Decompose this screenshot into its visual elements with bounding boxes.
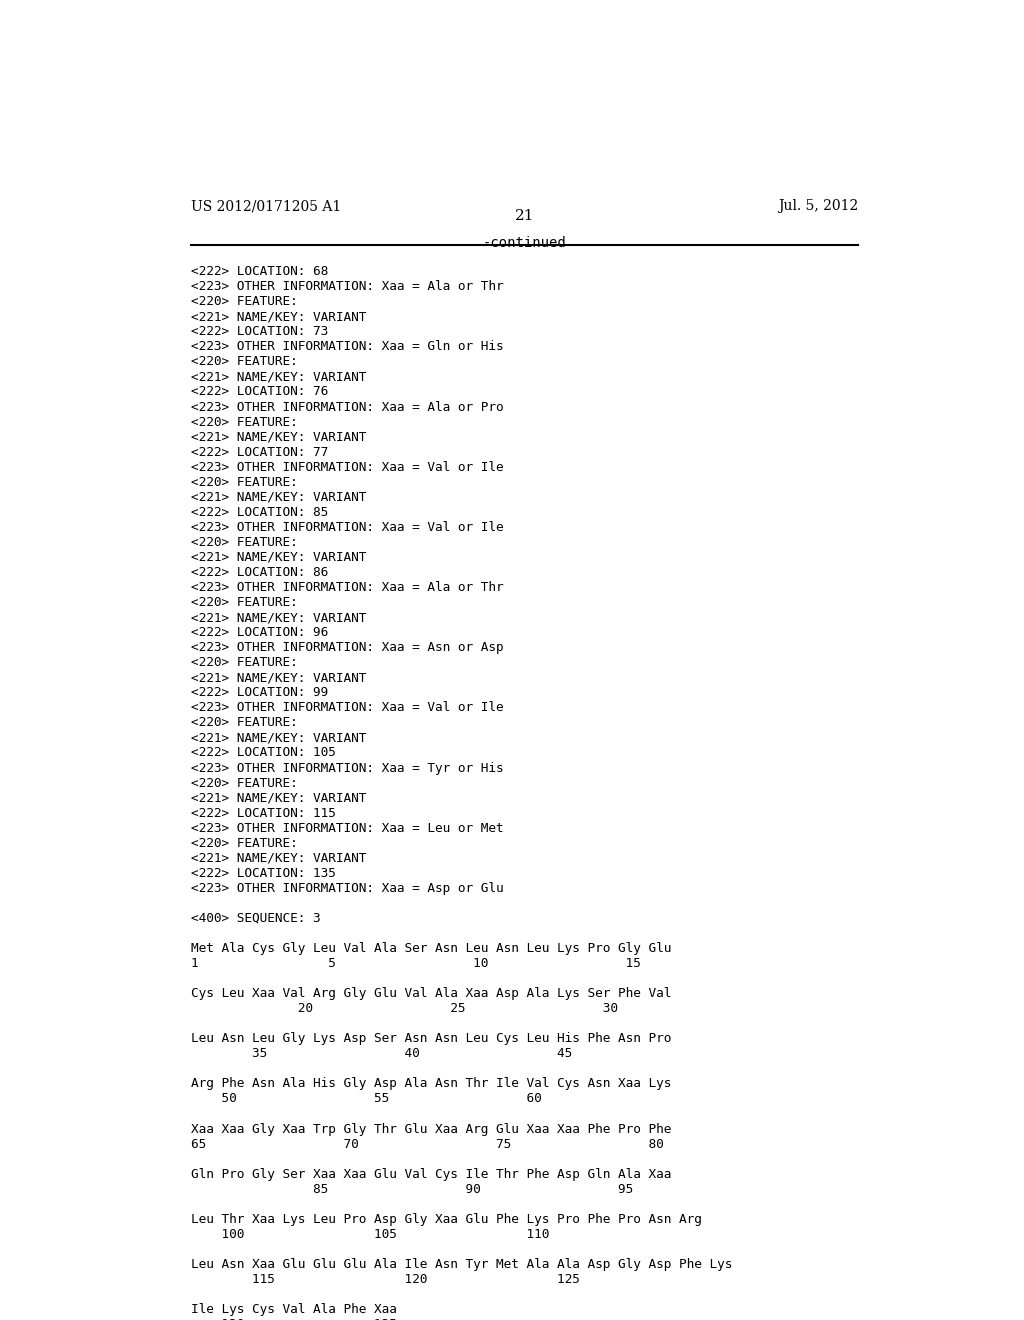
Text: <223> OTHER INFORMATION: Xaa = Val or Ile: <223> OTHER INFORMATION: Xaa = Val or Il… [191, 521, 504, 533]
Text: <221> NAME/KEY: VARIANT: <221> NAME/KEY: VARIANT [191, 430, 367, 444]
Text: Leu Asn Leu Gly Lys Asp Ser Asn Asn Leu Cys Leu His Phe Asn Pro: Leu Asn Leu Gly Lys Asp Ser Asn Asn Leu … [191, 1032, 672, 1045]
Text: <223> OTHER INFORMATION: Xaa = Asp or Glu: <223> OTHER INFORMATION: Xaa = Asp or Gl… [191, 882, 504, 895]
Text: <221> NAME/KEY: VARIANT: <221> NAME/KEY: VARIANT [191, 491, 367, 504]
Text: <223> OTHER INFORMATION: Xaa = Ala or Pro: <223> OTHER INFORMATION: Xaa = Ala or Pr… [191, 400, 504, 413]
Text: <222> LOCATION: 105: <222> LOCATION: 105 [191, 747, 336, 759]
Text: <220> FEATURE:: <220> FEATURE: [191, 717, 298, 730]
Text: <223> OTHER INFORMATION: Xaa = Asn or Asp: <223> OTHER INFORMATION: Xaa = Asn or As… [191, 642, 504, 655]
Text: Gln Pro Gly Ser Xaa Xaa Glu Val Cys Ile Thr Phe Asp Gln Ala Xaa: Gln Pro Gly Ser Xaa Xaa Glu Val Cys Ile … [191, 1168, 672, 1180]
Text: <221> NAME/KEY: VARIANT: <221> NAME/KEY: VARIANT [191, 792, 367, 805]
Text: <223> OTHER INFORMATION: Xaa = Val or Ile: <223> OTHER INFORMATION: Xaa = Val or Il… [191, 701, 504, 714]
Text: 20                  25                  30: 20 25 30 [191, 1002, 618, 1015]
Text: US 2012/0171205 A1: US 2012/0171205 A1 [191, 199, 342, 213]
Text: <221> NAME/KEY: VARIANT: <221> NAME/KEY: VARIANT [191, 731, 367, 744]
Text: <223> OTHER INFORMATION: Xaa = Tyr or His: <223> OTHER INFORMATION: Xaa = Tyr or Hi… [191, 762, 504, 775]
Text: <220> FEATURE:: <220> FEATURE: [191, 355, 298, 368]
Text: <220> FEATURE:: <220> FEATURE: [191, 475, 298, 488]
Text: 115                 120                 125: 115 120 125 [191, 1272, 581, 1286]
Text: Cys Leu Xaa Val Arg Gly Glu Val Ala Xaa Asp Ala Lys Ser Phe Val: Cys Leu Xaa Val Arg Gly Glu Val Ala Xaa … [191, 987, 672, 1001]
Text: <220> FEATURE:: <220> FEATURE: [191, 597, 298, 609]
Text: Met Ala Cys Gly Leu Val Ala Ser Asn Leu Asn Leu Lys Pro Gly Glu: Met Ala Cys Gly Leu Val Ala Ser Asn Leu … [191, 942, 672, 956]
Text: 130                 135: 130 135 [191, 1319, 397, 1320]
Text: <222> LOCATION: 76: <222> LOCATION: 76 [191, 385, 329, 399]
Text: Ile Lys Cys Val Ala Phe Xaa: Ile Lys Cys Val Ala Phe Xaa [191, 1303, 397, 1316]
Text: 35                  40                  45: 35 40 45 [191, 1047, 572, 1060]
Text: <222> LOCATION: 96: <222> LOCATION: 96 [191, 626, 329, 639]
Text: <223> OTHER INFORMATION: Xaa = Ala or Thr: <223> OTHER INFORMATION: Xaa = Ala or Th… [191, 280, 504, 293]
Text: <222> LOCATION: 99: <222> LOCATION: 99 [191, 686, 329, 700]
Text: <220> FEATURE:: <220> FEATURE: [191, 296, 298, 308]
Text: 100                 105                 110: 100 105 110 [191, 1228, 550, 1241]
Text: 50                  55                  60: 50 55 60 [191, 1093, 543, 1105]
Text: <222> LOCATION: 86: <222> LOCATION: 86 [191, 566, 329, 579]
Text: <220> FEATURE:: <220> FEATURE: [191, 776, 298, 789]
Text: <223> OTHER INFORMATION: Xaa = Gln or His: <223> OTHER INFORMATION: Xaa = Gln or Hi… [191, 341, 504, 354]
Text: -continued: -continued [483, 236, 566, 249]
Text: <222> LOCATION: 85: <222> LOCATION: 85 [191, 506, 329, 519]
Text: <221> NAME/KEY: VARIANT: <221> NAME/KEY: VARIANT [191, 672, 367, 684]
Text: <221> NAME/KEY: VARIANT: <221> NAME/KEY: VARIANT [191, 371, 367, 383]
Text: 85                  90                  95: 85 90 95 [191, 1183, 634, 1196]
Text: <221> NAME/KEY: VARIANT: <221> NAME/KEY: VARIANT [191, 550, 367, 564]
Text: <220> FEATURE:: <220> FEATURE: [191, 837, 298, 850]
Text: <222> LOCATION: 77: <222> LOCATION: 77 [191, 446, 329, 458]
Text: <400> SEQUENCE: 3: <400> SEQUENCE: 3 [191, 912, 322, 925]
Text: <221> NAME/KEY: VARIANT: <221> NAME/KEY: VARIANT [191, 611, 367, 624]
Text: <223> OTHER INFORMATION: Xaa = Leu or Met: <223> OTHER INFORMATION: Xaa = Leu or Me… [191, 822, 504, 834]
Text: 1                 5                  10                  15: 1 5 10 15 [191, 957, 641, 970]
Text: Leu Asn Xaa Glu Glu Glu Ala Ile Asn Tyr Met Ala Ala Asp Gly Asp Phe Lys: Leu Asn Xaa Glu Glu Glu Ala Ile Asn Tyr … [191, 1258, 733, 1271]
Text: <222> LOCATION: 73: <222> LOCATION: 73 [191, 325, 329, 338]
Text: Leu Thr Xaa Lys Leu Pro Asp Gly Xaa Glu Phe Lys Pro Phe Pro Asn Arg: Leu Thr Xaa Lys Leu Pro Asp Gly Xaa Glu … [191, 1213, 702, 1226]
Text: <220> FEATURE:: <220> FEATURE: [191, 656, 298, 669]
Text: <220> FEATURE:: <220> FEATURE: [191, 536, 298, 549]
Text: Xaa Xaa Gly Xaa Trp Gly Thr Glu Xaa Arg Glu Xaa Xaa Phe Pro Phe: Xaa Xaa Gly Xaa Trp Gly Thr Glu Xaa Arg … [191, 1122, 672, 1135]
Text: <221> NAME/KEY: VARIANT: <221> NAME/KEY: VARIANT [191, 851, 367, 865]
Text: <221> NAME/KEY: VARIANT: <221> NAME/KEY: VARIANT [191, 310, 367, 323]
Text: <223> OTHER INFORMATION: Xaa = Ala or Thr: <223> OTHER INFORMATION: Xaa = Ala or Th… [191, 581, 504, 594]
Text: 21: 21 [515, 210, 535, 223]
Text: <222> LOCATION: 68: <222> LOCATION: 68 [191, 265, 329, 279]
Text: <220> FEATURE:: <220> FEATURE: [191, 416, 298, 429]
Text: <222> LOCATION: 135: <222> LOCATION: 135 [191, 867, 336, 880]
Text: 65                  70                  75                  80: 65 70 75 80 [191, 1138, 665, 1151]
Text: <222> LOCATION: 115: <222> LOCATION: 115 [191, 807, 336, 820]
Text: Arg Phe Asn Ala His Gly Asp Ala Asn Thr Ile Val Cys Asn Xaa Lys: Arg Phe Asn Ala His Gly Asp Ala Asn Thr … [191, 1077, 672, 1090]
Text: <223> OTHER INFORMATION: Xaa = Val or Ile: <223> OTHER INFORMATION: Xaa = Val or Il… [191, 461, 504, 474]
Text: Jul. 5, 2012: Jul. 5, 2012 [778, 199, 858, 213]
